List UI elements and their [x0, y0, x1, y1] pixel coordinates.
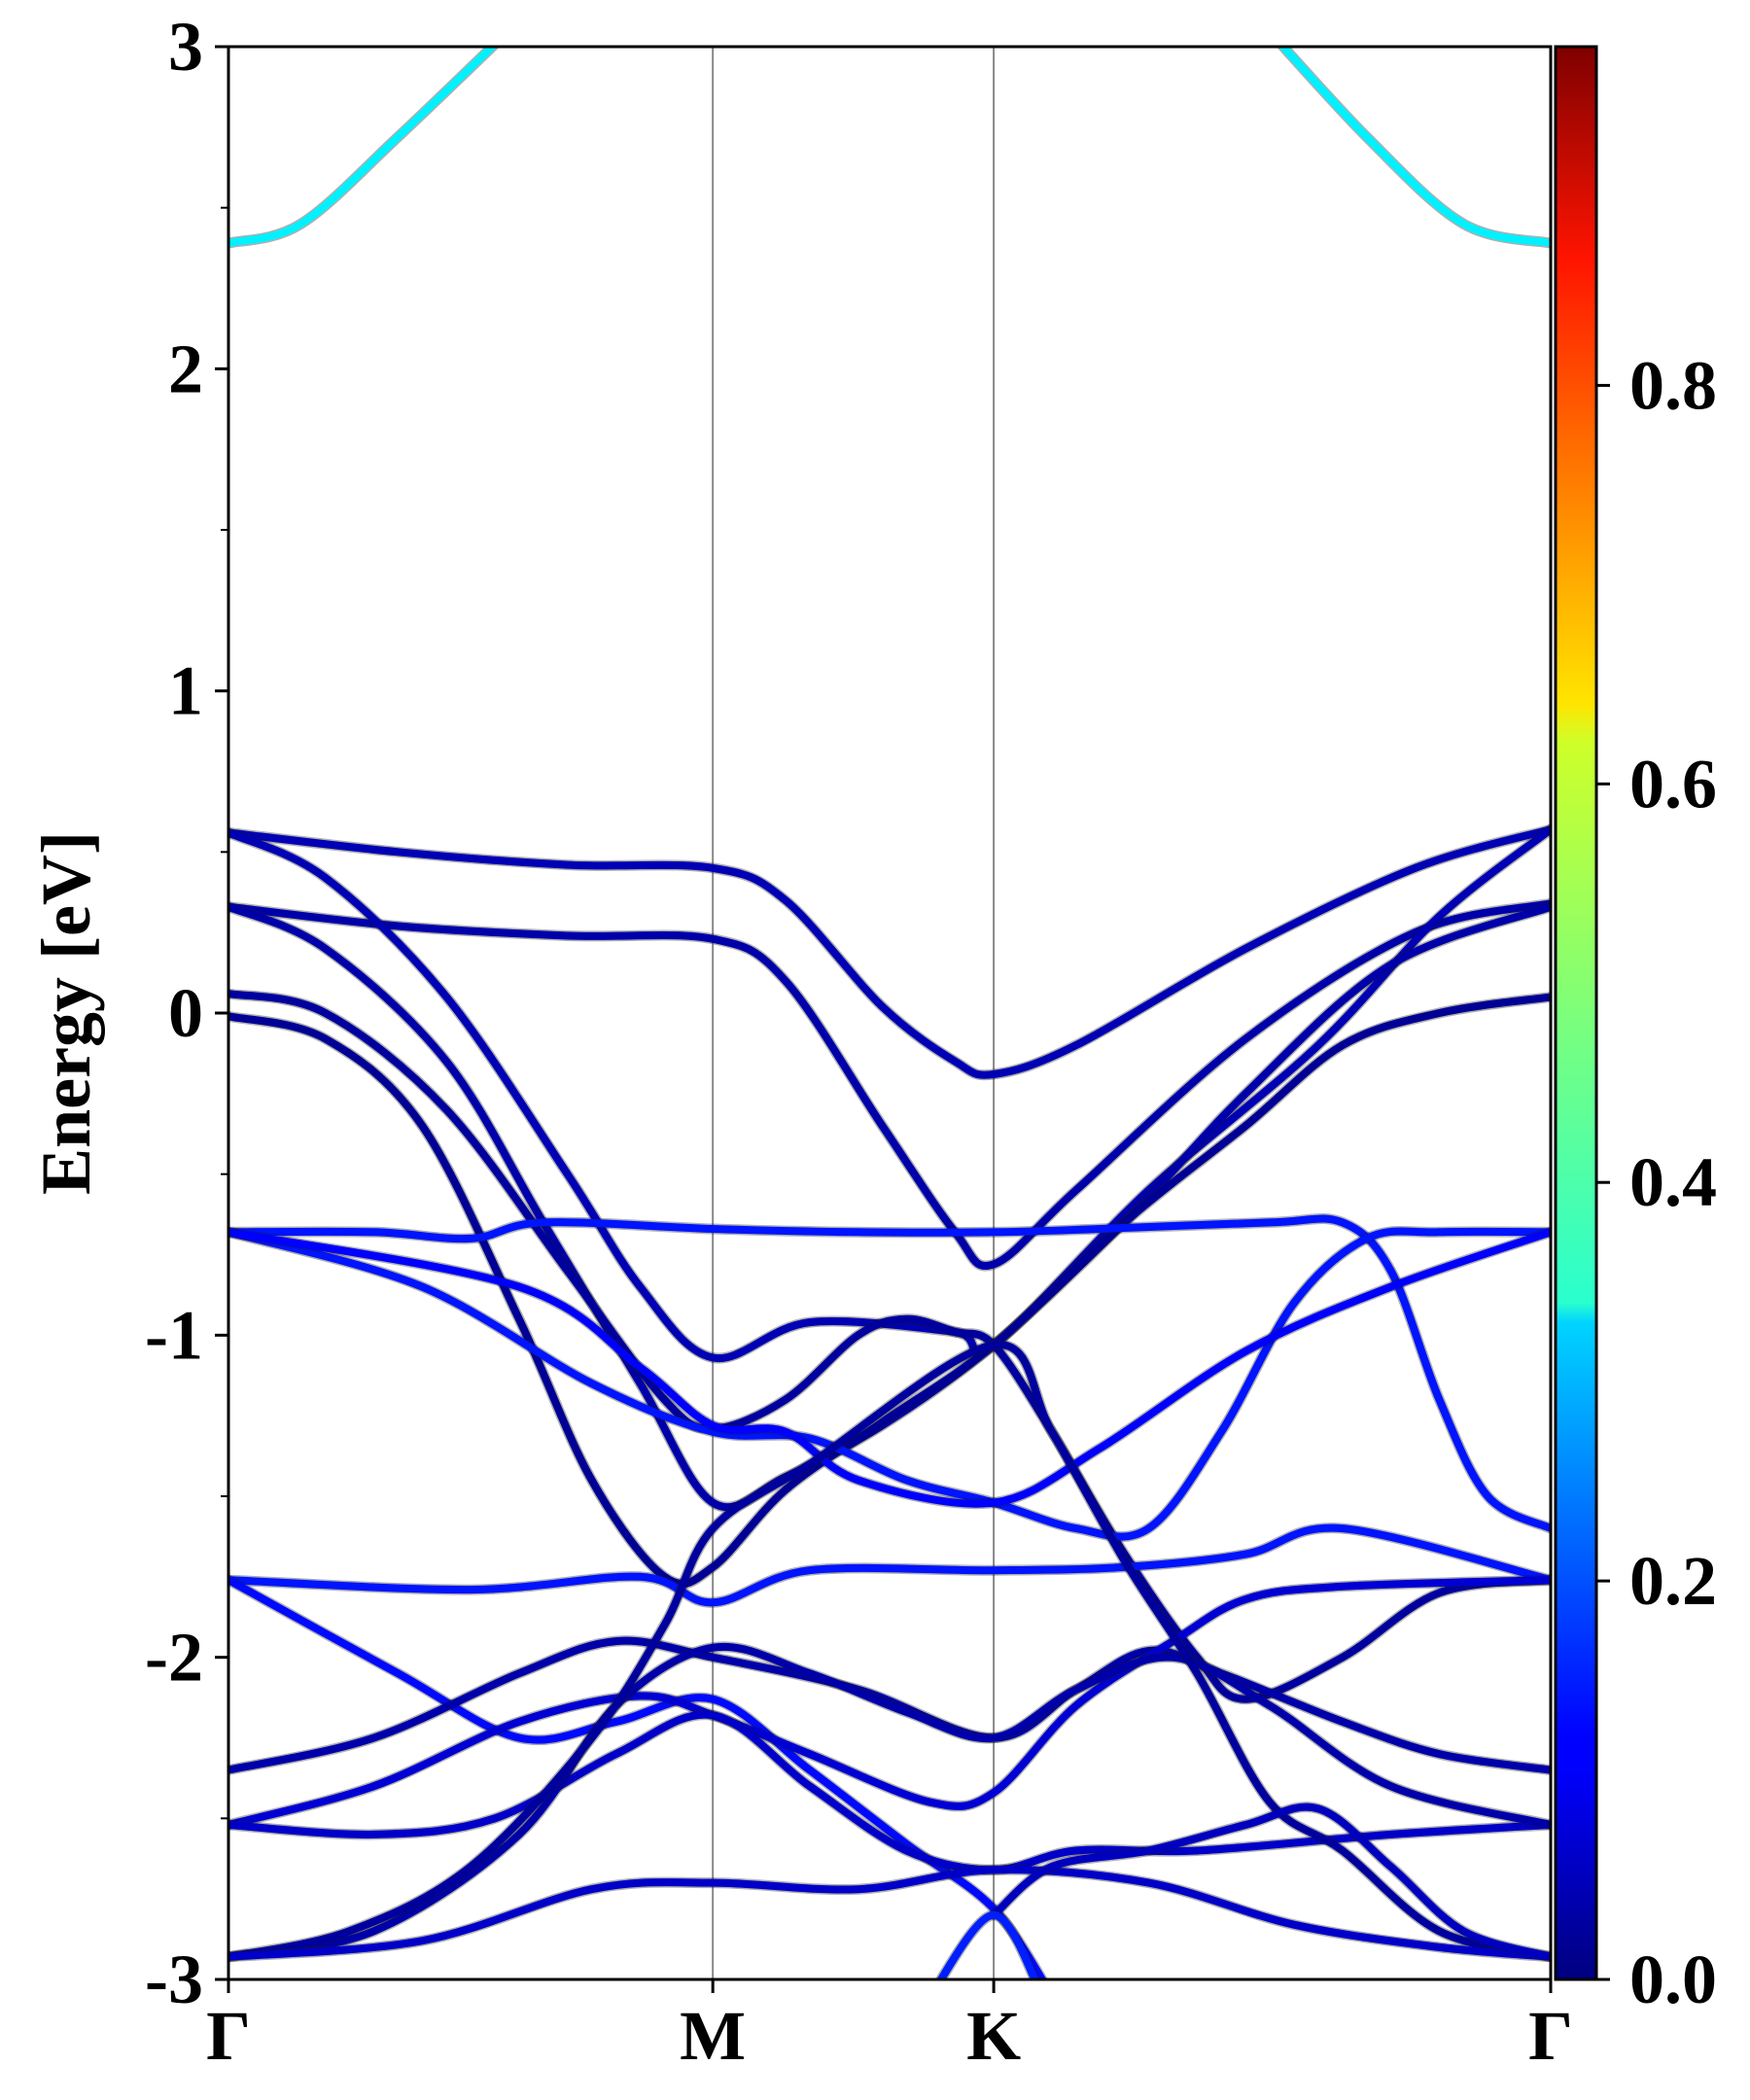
y-axis-label: Energy [eV]: [27, 831, 105, 1195]
band-line: [936, 1910, 1039, 1979]
band-line: [228, 1341, 1551, 1961]
bands: [228, 47, 1551, 1979]
colorbar-tick-label: 0.6: [1629, 745, 1717, 822]
band-line: [990, 1802, 1551, 1961]
band-line: [228, 825, 1551, 1363]
y-tick-label: -3: [145, 1941, 203, 2018]
colorbar-tick-label: 0.2: [1629, 1542, 1717, 1620]
band-line: [228, 1576, 1047, 1979]
band-line: [228, 1214, 1551, 1533]
band-line: [228, 1228, 1551, 1508]
band-outline: [1276, 47, 1551, 249]
band-line: [228, 899, 1551, 1270]
y-tick-label: 2: [168, 330, 203, 407]
band-outline: [228, 47, 501, 249]
band-line: [228, 1523, 1551, 1607]
band-line: [228, 1710, 1551, 1874]
band-outline: [228, 1226, 1551, 1510]
colorbar-tick-label: 0.8: [1629, 346, 1717, 424]
colorbar-ticks: 0.0 0.2 0.4 0.6 0.8: [1596, 346, 1717, 2018]
x-tick-label: Γ: [206, 1997, 251, 2075]
band-line: [228, 1866, 1551, 1961]
colorbar-tick-label: 0.0: [1629, 1941, 1717, 2018]
colorbar: [1554, 45, 1598, 1981]
y-axis-ticks: 3 2 1 0 -1 -2 -3: [145, 8, 228, 2018]
x-tick-label: Γ: [1528, 1997, 1573, 2075]
band-line: [228, 1642, 1551, 1961]
y-tick-label: 3: [168, 8, 203, 86]
y-tick-label: 1: [168, 652, 203, 730]
colorbar-tick-label: 0.4: [1629, 1143, 1717, 1221]
band-line: [228, 47, 499, 248]
y-tick-label: -1: [145, 1296, 203, 1374]
band-line: [228, 825, 1551, 1079]
band-line: [228, 1227, 1551, 1541]
y-tick-label: -2: [145, 1619, 203, 1697]
x-tick-label: M: [680, 1997, 746, 2075]
band-line: [1278, 47, 1551, 248]
band-line: [228, 1576, 1551, 1829]
band-line: [228, 993, 1551, 1589]
x-tick-label: K: [966, 1997, 1021, 2075]
y-tick-label: 0: [168, 974, 203, 1052]
band-line: [228, 990, 1551, 1703]
